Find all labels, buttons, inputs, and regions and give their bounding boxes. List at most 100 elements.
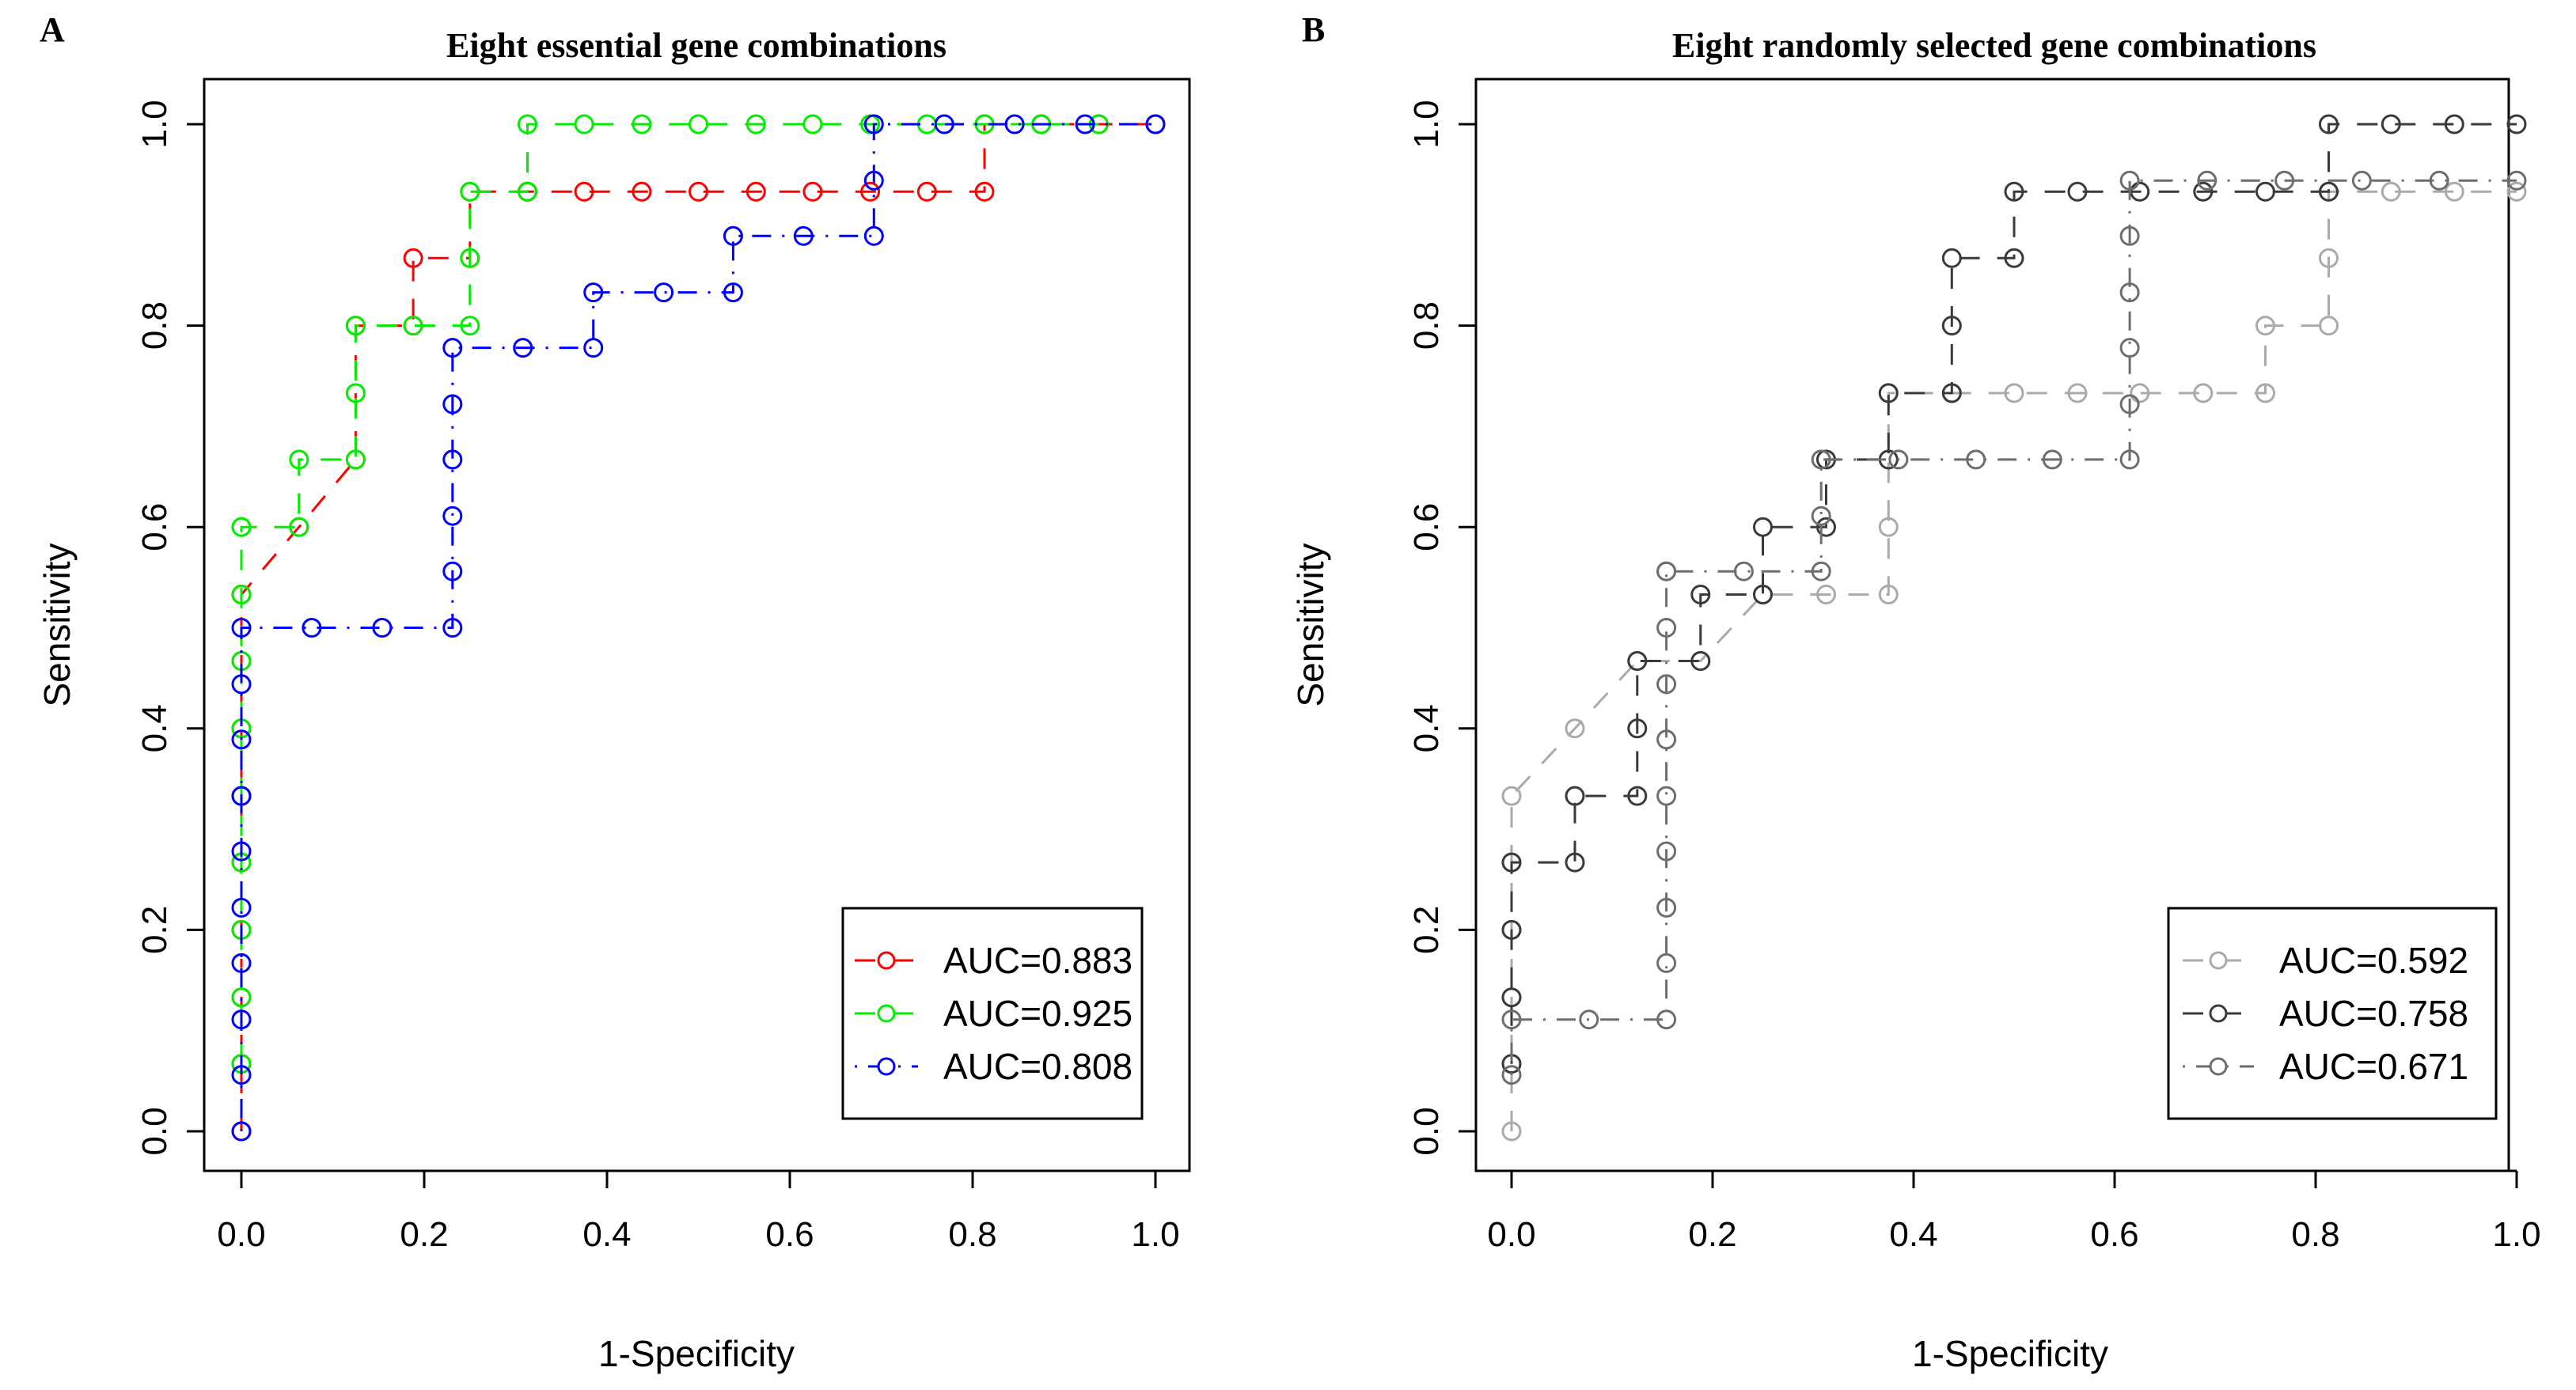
panel-b-series-1-point	[1878, 585, 1899, 604]
panel-a-series	[231, 114, 1166, 1142]
panel-b-series-3-point	[1656, 561, 1677, 581]
panel-a-legend-label-2: AUC=0.925	[943, 993, 1132, 1034]
panel-a-y-axis-label: Sensitivity	[36, 543, 78, 706]
panel-a-series-3-point	[1075, 114, 1095, 134]
panel-a-series-2-point	[689, 114, 708, 134]
panel-a-series-3	[231, 114, 1166, 1142]
panel-b-series-2-point	[1501, 919, 1522, 940]
panel-a-series-3-point	[231, 674, 252, 695]
panel-a-series-1-point	[974, 181, 995, 202]
panel-a-series-3-point	[863, 114, 884, 134]
panel-b-series-3-point	[2042, 449, 2062, 470]
panel-a-series-2-point	[460, 181, 480, 202]
panel-a-series-3-point	[442, 449, 463, 470]
panel-a-x-axis-label: 1-Specificity	[598, 1333, 795, 1374]
panel-b-series-1-point	[2506, 181, 2527, 202]
panel-b-y-tick-label: 0.8	[1407, 301, 1446, 350]
panel-a-series-2-point	[518, 181, 537, 202]
panel-b-series-3-point	[2119, 225, 2140, 246]
panel-a-legend-marker-3	[877, 1057, 896, 1076]
panel-b-x-axis-label: 1-Specificity	[1912, 1333, 2108, 1374]
panel-a-series-1-point	[403, 248, 423, 268]
panel-a-legend-label-3: AUC=0.808	[943, 1046, 1132, 1087]
panel-b-series-3-point	[1656, 1009, 1677, 1030]
panel-a-series-3-point	[231, 786, 252, 806]
panel-a-series-3-point	[302, 618, 322, 638]
panel-b-series-2-point	[1627, 718, 1648, 739]
panel-a-legend-entry-3: AUC=0.808	[855, 1046, 1132, 1087]
panel-b-axes: 0.0 0.2 0.4 0.6 0.8 1.0 0.0 0.2 0.4 0.6 0.8 1.0	[1407, 100, 2541, 1254]
panel-a-series-2-point	[574, 114, 594, 134]
panel-b-series-3-point	[2119, 449, 2140, 470]
panel-a-series-3-point	[513, 338, 533, 358]
panel-a-legend: AUC=0.883 AUC=0.925 AUC=0.808	[841, 907, 1144, 1120]
panel-a-series-3-point	[231, 1121, 252, 1142]
panel-b-series-2-point	[2004, 248, 2024, 268]
panel-b-series-3-point	[2119, 394, 2140, 415]
panel-a-series-2-point	[231, 517, 252, 537]
panel-a-series-3-point	[442, 618, 463, 638]
panel-b-series-2-point	[1627, 651, 1648, 671]
panel-a-letter: A	[40, 10, 65, 49]
panel-b-series-2-point	[2381, 114, 2401, 134]
panel-a-series-2-point	[345, 316, 366, 336]
panel-b-y-tick-label: 0.4	[1407, 704, 1446, 752]
panel-a-series-3-point	[1004, 114, 1025, 134]
panel-b-legend-label-3: AUC=0.671	[2279, 1046, 2468, 1087]
panel-b-series-3-point	[1656, 786, 1677, 806]
panel-a-series-3-point	[231, 729, 252, 750]
panel-a-series-3-point	[231, 1065, 252, 1085]
panel-a-series-2-point	[345, 383, 366, 403]
panel-b-series-2-point	[1565, 852, 1585, 873]
panel-b-series-1-point	[2193, 383, 2214, 403]
panel-a-series-1-point	[689, 181, 708, 202]
panel-a-series-2-point	[289, 449, 309, 470]
panel-a-series-2-point	[632, 114, 652, 134]
panel-a-axes: 0.0 0.2 0.4 0.6 0.8 1.0 0.0 0.2 0.4 0.6 0.8 1.0	[135, 100, 1180, 1254]
panel-b-series-2-point	[1501, 852, 1522, 873]
panel-a-series-3-point	[793, 225, 814, 246]
panel-a-legend-marker-2	[877, 1004, 896, 1023]
panel-a-series-3-point	[583, 338, 604, 358]
panel-a-series-3-point	[442, 561, 463, 581]
panel-a-series-3-point	[231, 953, 252, 973]
panel-b-series-1-point	[2255, 383, 2275, 403]
panel-b-series-1-point	[2004, 383, 2024, 403]
panel-b-series-1-point	[2381, 181, 2401, 202]
panel-a-series-3-point	[654, 282, 674, 303]
panel-b-series-2-point	[1941, 383, 1962, 403]
panel-b-y-tick-label: 1.0	[1407, 100, 1446, 148]
panel-b-series-2	[1501, 114, 2527, 1074]
panel-b-series-1-point	[2255, 316, 2275, 336]
panel-a-series-3-point	[863, 225, 884, 246]
panel-b-series-3-point	[1656, 897, 1677, 918]
panel-b-series-2-point	[1816, 517, 1836, 537]
panel-b-legend-marker-2	[2209, 1004, 2228, 1023]
panel-a-series-1-point	[916, 181, 937, 202]
panel-b-series-1-point	[2130, 383, 2150, 403]
panel-a-series-2-point	[802, 114, 823, 134]
panel-a-series-1-point	[574, 181, 594, 202]
panel-b-series-3-point	[2506, 170, 2527, 191]
panel-b-series-1-line	[1510, 190, 2517, 1131]
panel-a-y-tick-label: 0.6	[135, 503, 174, 551]
panel-b-title: Eight randomly selected gene combination…	[1672, 26, 2316, 65]
panel-b-series-3-point	[1811, 449, 1831, 470]
panel-b-series-1-point	[1878, 517, 1899, 537]
panel-a-series-3-point	[442, 338, 463, 358]
panel-b-series-2-point	[1565, 786, 1585, 806]
panel-a-legend-marker-1	[877, 951, 896, 970]
panel-a-series-3-point	[231, 1009, 252, 1030]
panel-b-series-3-point	[2429, 170, 2449, 191]
panel-b-series-2-point	[1753, 585, 1773, 604]
panel-b-series-3-point	[1656, 729, 1677, 750]
panel-a-y-tick-label: 0.0	[135, 1107, 174, 1155]
panel-b-series-2-point	[1501, 987, 1522, 1008]
panel-b-series-3-point	[2119, 282, 2140, 303]
panel-a-series-3-point	[1145, 114, 1166, 134]
panel-b-series-3-point	[2274, 170, 2295, 191]
panel-b-x-tick-label: 0.0	[1487, 1215, 1535, 1254]
panel-b-y-tick-label: 0.6	[1407, 503, 1446, 551]
panel-a-x-tick-label: 0.2	[400, 1215, 448, 1254]
panel-b-series-3-point	[2119, 338, 2140, 358]
